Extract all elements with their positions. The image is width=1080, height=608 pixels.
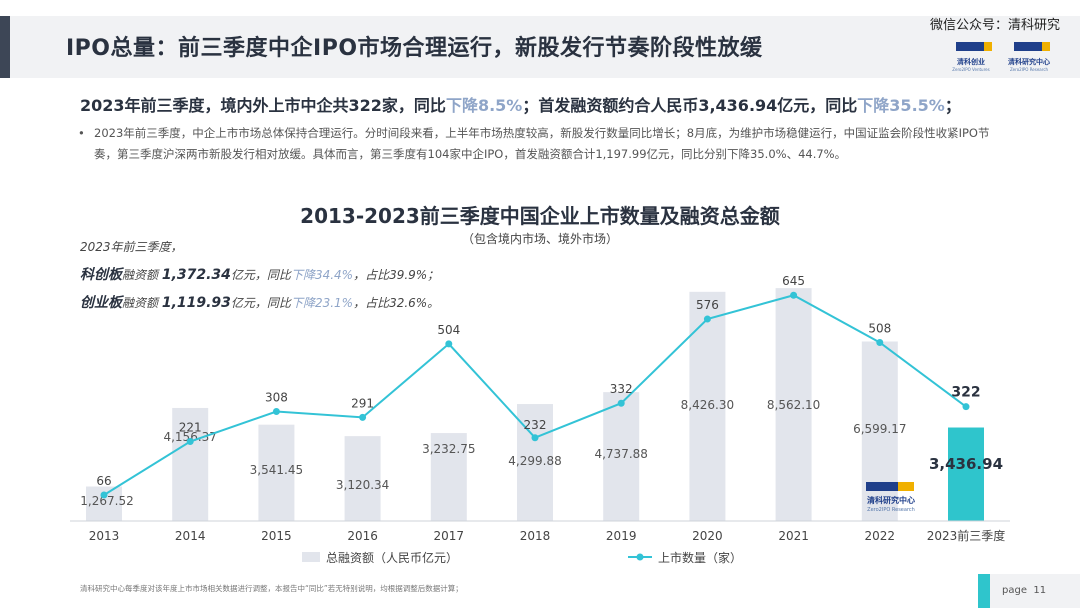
summary-decline-amount: 下降35.5%	[857, 96, 945, 115]
page-number-value: 11	[1033, 585, 1047, 596]
summary-text: ；首发融资额约合人民币3,436.94亿元，同比	[522, 96, 858, 115]
notes-chinext: 创业板融资额 1,119.93亿元，同比下降23.1%，占比32.6%。	[80, 295, 440, 311]
x-tick-label: 2014	[175, 529, 206, 543]
count-point-2016	[359, 413, 367, 421]
x-tick-label: 2022	[865, 529, 896, 543]
count-value-label: 66	[96, 474, 111, 488]
bar-value-label: 4,299.88	[508, 454, 561, 468]
count-point-2017	[445, 340, 453, 348]
summary-decline-count: 下降8.5%	[445, 96, 523, 115]
header-band	[0, 16, 1080, 78]
bar-value-label: 1,267.52	[80, 494, 133, 508]
watermark-en: Zero2IPO Research	[867, 507, 915, 513]
notes-star-market: 科创板融资额 1,372.34亿元，同比下降34.4%，占比39.9%；	[80, 267, 440, 283]
wechat-account: 微信公众号：清科研究	[929, 18, 1060, 33]
bar-2023前三季度	[948, 427, 984, 521]
count-point-2022	[876, 339, 884, 347]
logo-cn-text: 清科创业	[957, 58, 985, 66]
summary-text: ；	[944, 96, 961, 115]
count-value-label: 221	[179, 421, 202, 435]
bar-2019	[603, 392, 640, 521]
watermark-mark-icon	[866, 482, 898, 491]
bar-value-label: 3,232.75	[422, 442, 475, 456]
page-title: IPO总量：前三季度中企IPO市场合理运行，新股发行节奏阶段性放缓	[66, 36, 763, 61]
logo-mark-icon	[956, 42, 992, 51]
watermark-mark-accent	[898, 482, 914, 491]
bar-value-label: 3,120.34	[336, 478, 389, 492]
count-point-2015	[272, 408, 280, 416]
x-tick-label: 2019	[606, 529, 637, 543]
legend-bar-label: 总融资额（人民币亿元）	[326, 550, 458, 565]
count-value-label: 645	[782, 274, 805, 288]
bar-value-label: 4,737.88	[594, 447, 647, 461]
logo-mark-icon	[1014, 42, 1050, 51]
bar-2022	[861, 341, 898, 521]
bar-2015	[258, 424, 295, 521]
bar-value-label: 4,156.37	[163, 430, 216, 444]
count-value-label: 504	[437, 323, 460, 337]
x-tick-label: 2020	[692, 529, 723, 543]
bar-value-label: 3,541.45	[250, 463, 303, 477]
count-point-2014	[186, 438, 194, 446]
count-point-2019	[617, 399, 625, 407]
bar-2017	[430, 433, 467, 521]
notes-heading: 2023年前三季度，	[80, 240, 183, 254]
page-accent-bar	[978, 574, 990, 608]
count-value-label: 576	[696, 298, 719, 312]
summary-text: 2023年前三季度，境内外上市中企共322家，同比	[80, 96, 446, 115]
brand-logos: 清科创业 Zero2IPO Ventures 清科研究中心 Zero2IPO R…	[948, 36, 1058, 72]
x-tick-label: 2023前三季度	[927, 528, 1006, 543]
bar-value-label: 6,599.17	[853, 422, 906, 436]
count-point-2023前三季度	[962, 403, 970, 411]
x-tick-label: 2013	[89, 529, 120, 543]
logo-en-text: Zero2IPO Ventures	[952, 67, 990, 72]
bar-value-label: 8,426.30	[681, 398, 734, 412]
logo-cn-text: 清科研究中心	[1008, 58, 1050, 66]
count-value-label: 508	[868, 322, 891, 336]
header-accent-bar	[0, 16, 10, 78]
zero2ipo-ventures-logo: 清科创业 Zero2IPO Ventures	[948, 36, 994, 72]
count-point-2013	[100, 491, 108, 499]
chart-title: 2013-2023前三季度中国企业上市数量及融资总金额	[300, 204, 780, 228]
count-point-2021	[790, 291, 798, 299]
count-point-2018	[531, 434, 539, 442]
x-tick-label: 2017	[434, 529, 465, 543]
x-tick-label: 2015	[261, 529, 292, 543]
chart-subtitle: （包含境内市场、境外市场）	[461, 232, 618, 246]
bar-2021	[775, 288, 812, 521]
bullet-text: 2023年前三季度，中企上市市场总体保持合理运行。分时间段来看，上半年市场热度较…	[94, 126, 990, 161]
x-tick-label: 2016	[347, 529, 378, 543]
bar-value-label: 3,436.94	[929, 455, 1003, 473]
count-value-label: 322	[951, 385, 980, 401]
bullet-paragraph: • 2023年前三季度，中企上市市场总体保持合理运行。分时间段来看，上半年市场热…	[78, 123, 998, 165]
page-label: page	[1002, 585, 1027, 596]
legend-bar-swatch	[302, 552, 320, 562]
summary-headline: 2023年前三季度，境内外上市中企共322家，同比下降8.5%；首发融资额约合人…	[80, 92, 961, 116]
count-value-label: 232	[524, 418, 547, 432]
logo-en-text: Zero2IPO Research	[1009, 67, 1049, 72]
page-number-box	[978, 574, 1080, 608]
watermark-cn: 清科研究中心	[867, 495, 915, 505]
count-value-label: 291	[351, 396, 374, 410]
bar-2014	[172, 407, 209, 521]
x-tick-label: 2021	[778, 529, 809, 543]
count-value-label: 308	[265, 391, 288, 405]
count-point-2020	[703, 315, 711, 323]
bullet-dot-icon: •	[78, 126, 85, 140]
count-value-label: 332	[610, 382, 633, 396]
legend-line-marker	[636, 553, 644, 561]
page-number: page 11	[1002, 585, 1046, 596]
bar-2016	[344, 436, 381, 521]
x-tick-label: 2018	[520, 529, 551, 543]
legend-line-label: 上市数量（家）	[658, 550, 742, 565]
footnote: 清科研究中心每季度对该年度上市市场相关数据进行调整，本报告中“同比”若无特别说明…	[80, 584, 463, 593]
bar-value-label: 8,562.10	[767, 398, 820, 412]
zero2ipo-research-logo: 清科研究中心 Zero2IPO Research	[1006, 36, 1052, 72]
